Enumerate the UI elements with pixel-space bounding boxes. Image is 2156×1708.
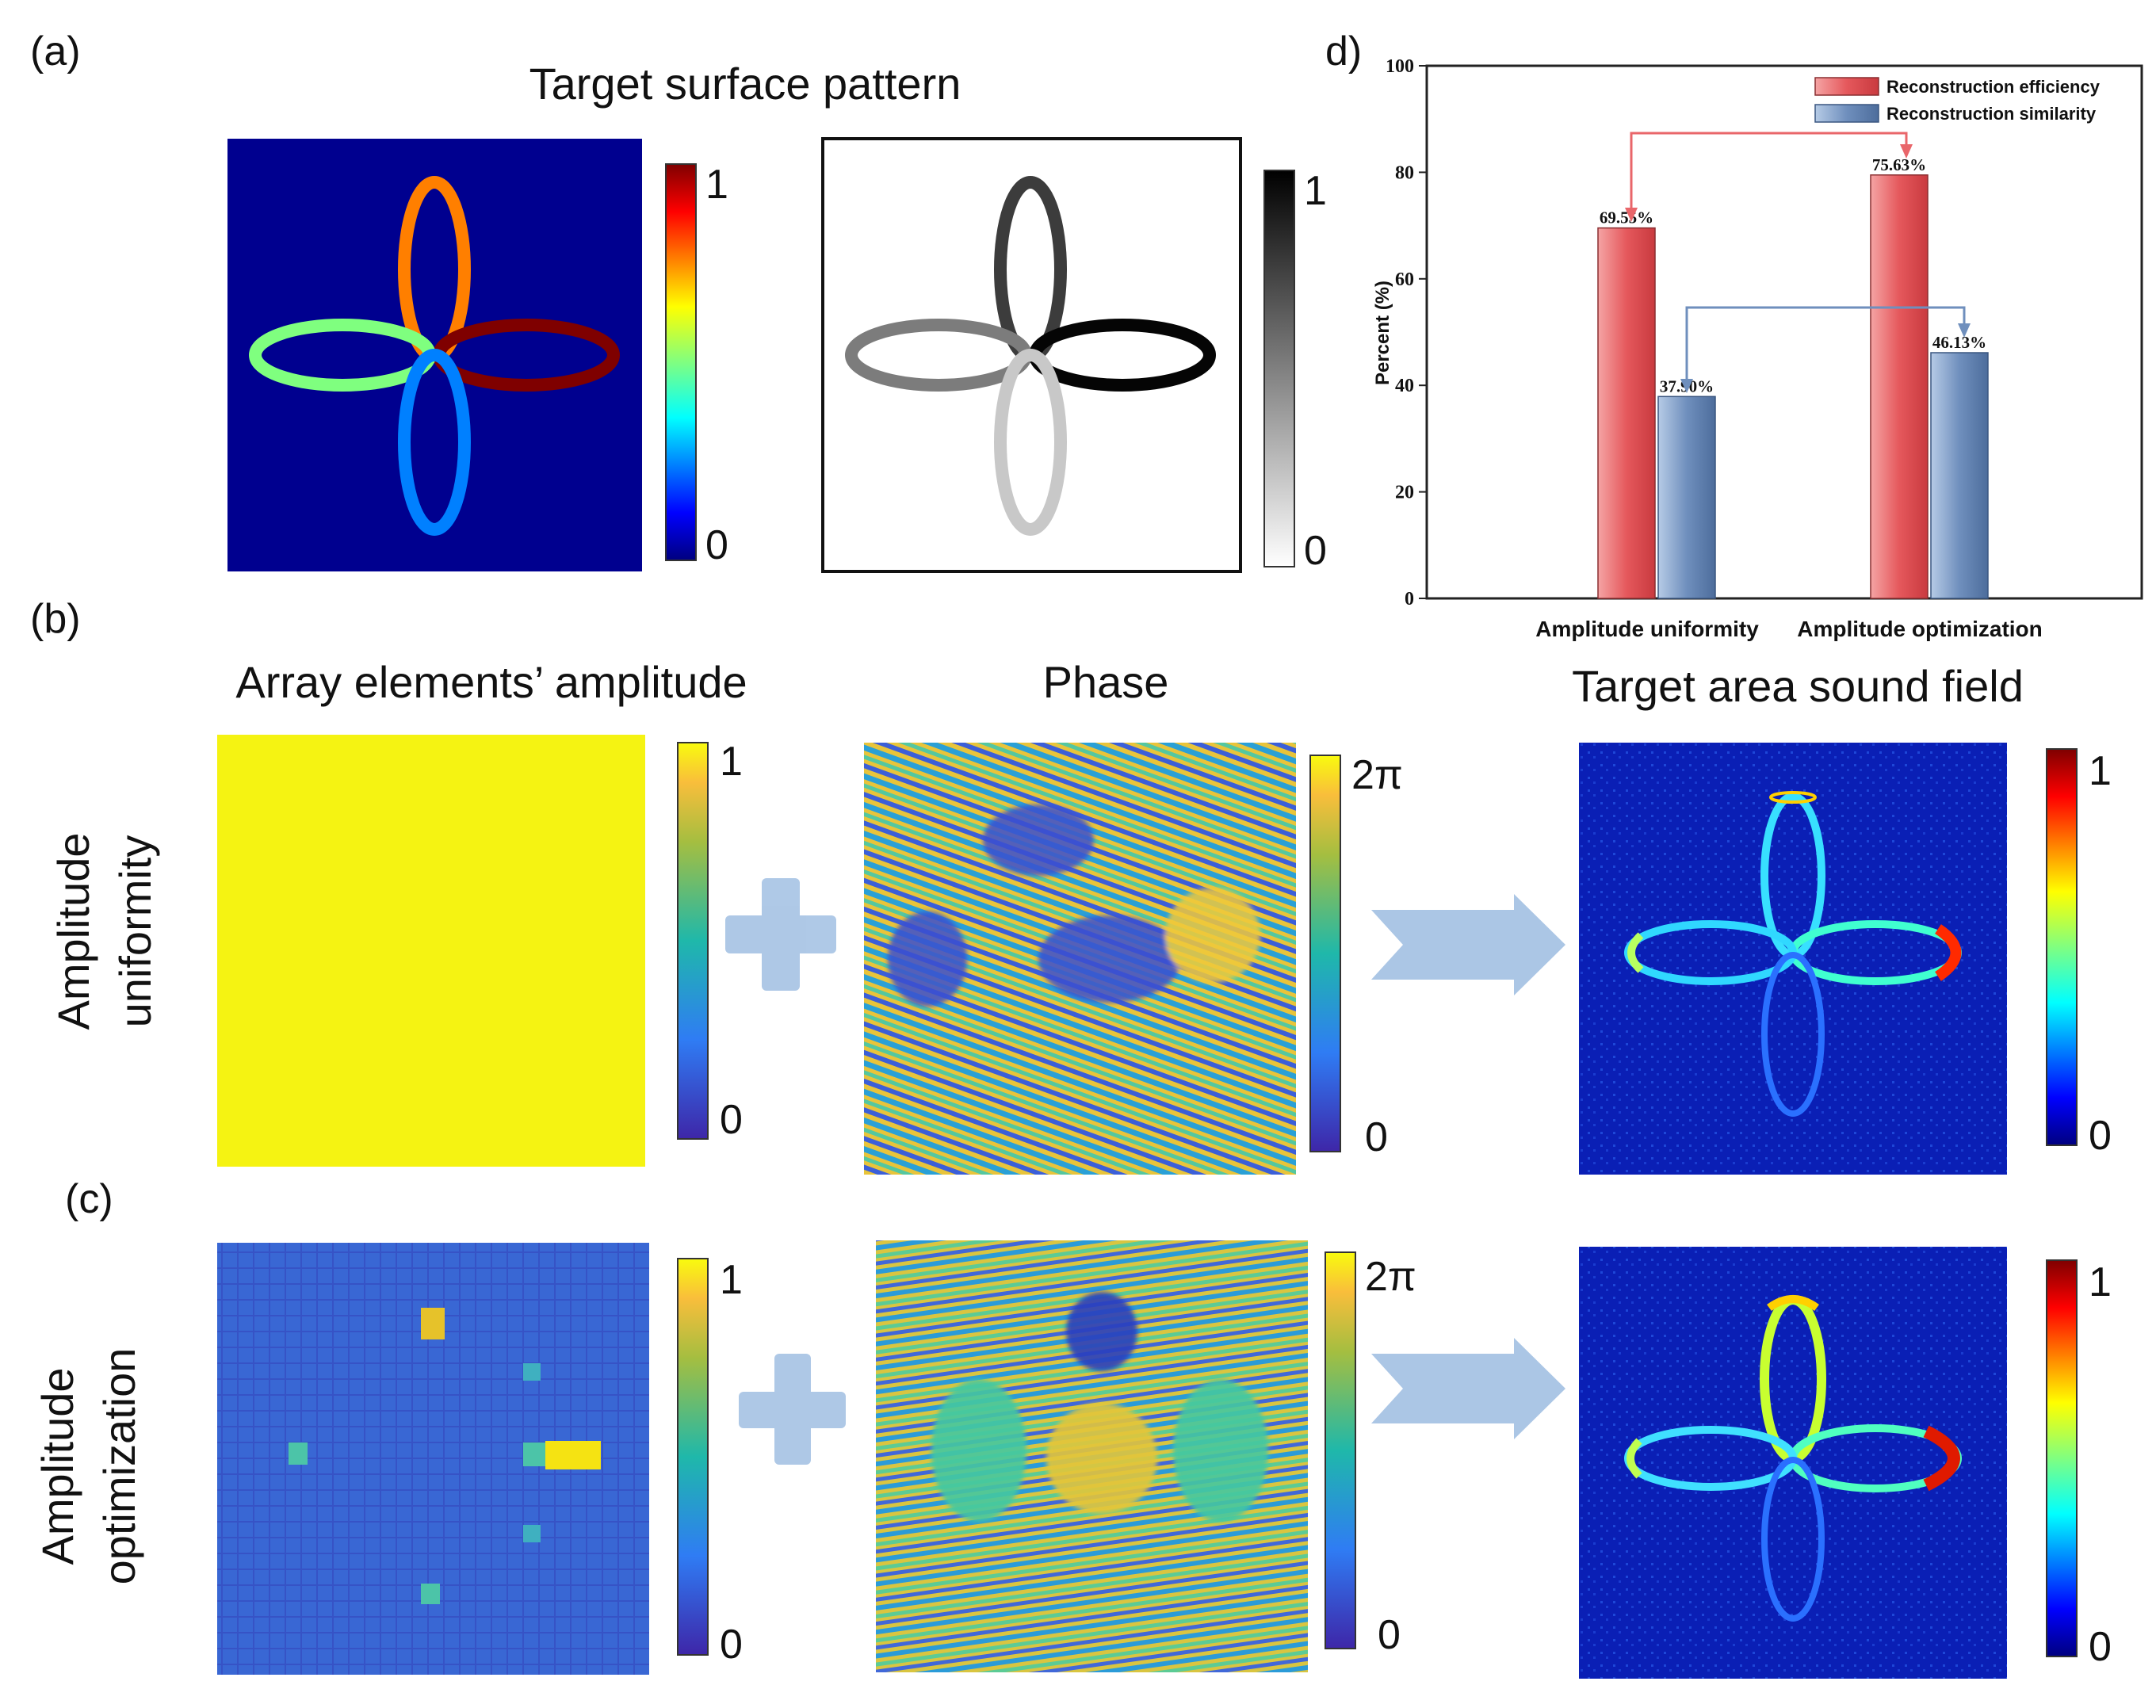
x-category-label: Amplitude optimization <box>1797 617 2043 641</box>
amp-cbar-c-max: 1 <box>720 1257 743 1303</box>
colorbar-gray-a <box>1263 170 1295 567</box>
colorbar-gray-max: 1 <box>1304 168 1327 214</box>
field-cbar-b <box>2046 748 2078 1146</box>
y-axis-label: Percent (%) <box>1372 281 1393 385</box>
efficiency-compare-arrow <box>1630 132 1908 219</box>
y-tick-label: 20 <box>1395 483 1414 503</box>
similarity-arrowhead-right <box>1958 323 1971 338</box>
row-b-label-line2: uniformity <box>110 835 160 1028</box>
amp-cbar-c-min: 0 <box>720 1622 743 1668</box>
panel-c-label: (c) <box>65 1176 113 1222</box>
phase-map-c-features <box>931 1292 1268 1522</box>
bar-efficiency-0 <box>1597 227 1656 599</box>
panel-a-title: Target surface pattern <box>529 59 961 109</box>
amplitude-optimized-highlights <box>289 1308 601 1604</box>
x-category-labels: Amplitude uniformity Amplitude optimizati… <box>1535 617 2043 641</box>
amp-cbar-c <box>677 1258 709 1656</box>
bars: 69.55%75.63%37.90%46.13% <box>1597 155 1989 599</box>
y-tick-label: 40 <box>1395 376 1414 396</box>
bar-similarity-1 <box>1930 352 1989 599</box>
field-cbar-b-min: 0 <box>2089 1113 2112 1159</box>
sound-field-c-petals <box>1624 1295 1962 1622</box>
amp-cbar-b-max: 1 <box>720 739 743 785</box>
efficiency-arrowhead-left <box>1625 208 1638 222</box>
phase-cbar-c <box>1325 1251 1356 1649</box>
plus-icon-c <box>739 1354 846 1465</box>
amp-cbar-b-min: 0 <box>720 1097 743 1143</box>
efficiency-arrowhead-right <box>1900 144 1913 159</box>
field-cbar-c-min: 0 <box>2089 1624 2112 1670</box>
phase-cbar-c-min: 0 <box>1378 1612 1401 1658</box>
plus-icon-b <box>725 878 836 991</box>
legend-swatch-similarity <box>1814 104 1879 123</box>
chart-plot-area <box>1425 64 2143 600</box>
petal-bottom <box>398 349 471 536</box>
colorbar-gray-min: 0 <box>1304 528 1327 574</box>
colorbar-a-max: 1 <box>705 162 728 208</box>
col-title-phase: Phase <box>1043 657 1169 707</box>
panel-d-label: d) <box>1325 29 1362 75</box>
phase-cbar-b-min: 0 <box>1365 1114 1388 1160</box>
phase-cbar-b-max: 2π <box>1351 752 1403 798</box>
phase-map-b-blobs <box>888 804 1260 1007</box>
field-cbar-b-max: 1 <box>2089 748 2112 794</box>
y-tick-label: 100 <box>1386 56 1414 77</box>
colorbar-jet-a <box>665 163 697 561</box>
y-tick-label: 80 <box>1395 162 1414 183</box>
x-category-label: Amplitude uniformity <box>1535 617 1759 641</box>
right-arrow-icon-c <box>1371 1338 1565 1439</box>
amp-cbar-b <box>677 742 709 1140</box>
field-cbar-c-max: 1 <box>2089 1259 2112 1305</box>
similarity-arrowhead-left <box>1680 379 1693 393</box>
similarity-compare-arrow <box>1685 306 1966 390</box>
panel-b-label: (b) <box>30 596 81 642</box>
legend-swatch-efficiency <box>1814 77 1879 96</box>
clover-color-petals <box>249 176 620 536</box>
comparison-arrows <box>1625 132 1971 393</box>
bar-efficiency-1 <box>1870 174 1929 599</box>
amplitude-uniform-map <box>217 735 645 1167</box>
phase-cbar-b <box>1309 755 1341 1152</box>
y-ticks: 0 20 40 60 80 100 <box>1386 56 1427 609</box>
colorbar-a-min: 0 <box>705 522 728 568</box>
legend-label-efficiency: Reconstruction efficiency <box>1886 77 2101 97</box>
sound-field-b-petals <box>1624 791 1962 1117</box>
bar-value-label: 46.13% <box>1932 333 1986 352</box>
col-title-amplitude: Array elements’ amplitude <box>235 657 747 707</box>
bar-value-label: 75.63% <box>1872 155 1926 174</box>
legend: Reconstruction efficiency Reconstruction… <box>1814 77 2101 124</box>
col-title-field: Target area sound field <box>1572 661 2024 711</box>
bar-similarity-0 <box>1657 395 1716 599</box>
row-c-label-line1: Amplitude <box>32 1367 82 1565</box>
field-cbar-c <box>2046 1259 2078 1657</box>
phase-cbar-c-max: 2π <box>1365 1254 1416 1300</box>
right-arrow-icon-b <box>1371 894 1565 995</box>
row-b-label-line1: Amplitude <box>48 832 98 1030</box>
bar-value-label: 69.55% <box>1600 208 1653 227</box>
row-c-label-line2: optimization <box>94 1348 144 1585</box>
clover-gray-petals <box>845 176 1216 536</box>
y-tick-label: 60 <box>1395 269 1414 290</box>
panel-a-label: (a) <box>30 29 81 75</box>
petal-bottom-gray <box>994 349 1067 536</box>
legend-label-similarity: Reconstruction similarity <box>1886 104 2097 124</box>
y-tick-label: 0 <box>1405 589 1414 609</box>
